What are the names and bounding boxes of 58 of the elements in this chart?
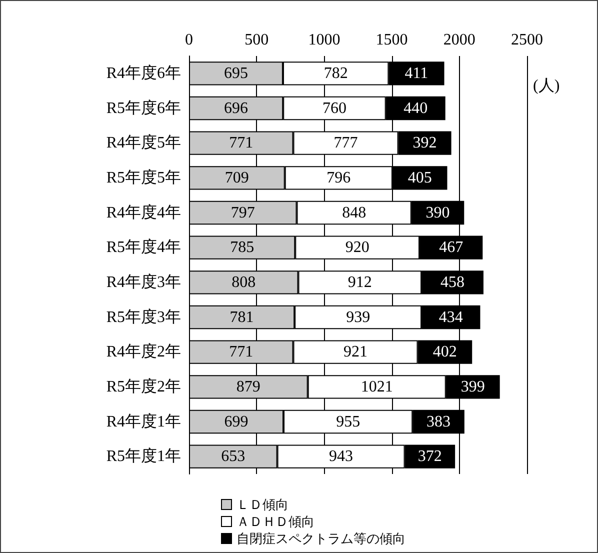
data-label: 771 xyxy=(229,134,254,152)
y-tick-label: R4年度3年 xyxy=(106,272,181,291)
data-label: 458 xyxy=(440,274,465,291)
data-label: 411 xyxy=(404,64,428,82)
data-label: 808 xyxy=(232,274,256,291)
data-label: 781 xyxy=(230,308,254,326)
data-label: 771 xyxy=(229,344,254,361)
x-tick-label: 1500 xyxy=(376,32,408,48)
data-label: 1021 xyxy=(360,378,393,396)
data-label: 879 xyxy=(236,378,260,396)
data-label: 392 xyxy=(412,134,437,152)
data-label: 796 xyxy=(326,169,351,186)
data-label: 848 xyxy=(342,204,366,222)
legend-label: ＬＤ傾向 xyxy=(236,497,288,512)
legend-label: ＡＤＨＤ傾向 xyxy=(236,514,314,529)
y-tick-label: R5年度1年 xyxy=(106,447,181,466)
y-tick-label: R4年度1年 xyxy=(106,412,181,430)
legend-label: 自閉症スペクトラム等の傾向 xyxy=(236,531,406,546)
data-label: 955 xyxy=(336,413,360,430)
data-label: 653 xyxy=(221,448,246,466)
x-tick-label: 0 xyxy=(185,32,193,48)
y-tick-label: R4年度4年 xyxy=(106,203,181,222)
data-label: 921 xyxy=(344,344,368,361)
data-label: 939 xyxy=(346,308,370,326)
x-tick-label: 1000 xyxy=(308,32,340,48)
data-label: 943 xyxy=(329,448,354,466)
y-tick-label: R5年度2年 xyxy=(106,377,181,396)
data-label: 760 xyxy=(322,100,346,117)
data-label: 372 xyxy=(418,448,442,466)
data-label: 695 xyxy=(224,64,248,82)
data-label: 390 xyxy=(426,204,450,222)
y-tick-label: R4年度2年 xyxy=(106,342,181,361)
data-label: 912 xyxy=(348,274,372,291)
x-tick-label: 500 xyxy=(244,32,269,48)
data-label: 405 xyxy=(408,169,432,186)
y-tick-label: R5年度3年 xyxy=(106,308,181,326)
x-axis-title: (人) xyxy=(533,78,560,94)
data-label: 383 xyxy=(426,413,451,430)
x-tick-label: 2000 xyxy=(443,32,476,48)
y-tick-label: R5年度4年 xyxy=(106,238,181,256)
data-label: 777 xyxy=(334,134,358,152)
data-label: 467 xyxy=(439,239,464,256)
y-tick-label: R5年度6年 xyxy=(106,98,181,117)
data-label: 696 xyxy=(224,100,248,117)
x-tick-label: 2500 xyxy=(511,32,543,48)
data-label: 699 xyxy=(224,413,248,430)
data-label: 440 xyxy=(404,100,428,117)
y-tick-label: R4年度6年 xyxy=(106,64,181,82)
data-label: 785 xyxy=(230,239,254,256)
data-label: 920 xyxy=(345,239,370,256)
data-label: 434 xyxy=(438,308,463,326)
data-label: 797 xyxy=(230,204,255,222)
y-tick-label: R4年度5年 xyxy=(106,134,181,152)
data-label: 402 xyxy=(432,344,457,361)
data-label: 709 xyxy=(224,169,249,186)
data-label: 399 xyxy=(460,378,485,396)
data-label: 782 xyxy=(324,64,348,82)
y-tick-label: R5年度5年 xyxy=(106,168,181,186)
